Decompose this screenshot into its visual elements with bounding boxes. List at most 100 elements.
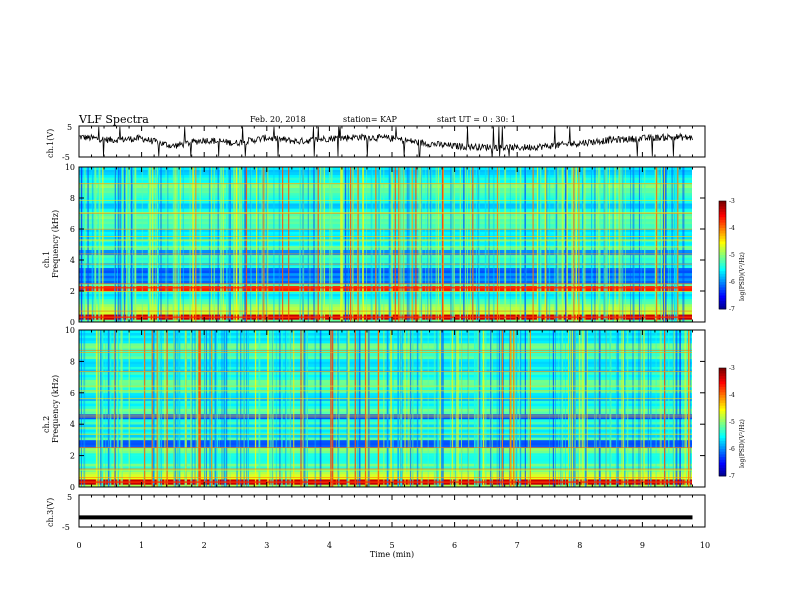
spectrogram-streak [270,330,273,487]
spectrogram-streak [659,330,661,487]
spectrogram-streak [487,167,489,322]
spectrogram-streak [626,330,629,487]
ytick-label: 10 [65,326,75,335]
spectrogram-streak [400,167,402,322]
spectrogram-streak [519,330,522,487]
spectrogram-streak [688,330,691,487]
spectrogram-streak [416,330,419,487]
spectrogram-band [79,303,692,307]
spectrogram-band [79,429,692,433]
spectrogram-streak [630,167,631,322]
spectrogram-band [79,244,692,248]
spectrogram-streak [177,330,179,487]
spectrogram-streak [174,330,177,487]
colorbar-step [719,473,726,477]
spectrogram-streak [220,167,222,322]
spectrogram-streak [617,330,619,487]
spectrogram-streak [604,167,606,322]
colorbar-step [719,295,726,299]
colorbar-step [719,219,726,223]
xtick-label: 0 [76,541,81,550]
spectrogram-streak [515,330,518,487]
spectrogram-streak [609,330,611,487]
spectrogram-streak [582,167,584,322]
spectrogram-band [79,309,692,312]
spectrogram-streak [100,330,102,487]
spectrogram-streak [524,167,526,322]
spectrogram-streak [160,330,163,487]
spectrogram-streak [527,330,530,487]
spectrogram-band [79,387,692,391]
colorbar-step [719,236,726,240]
spectrogram-streak [450,167,452,322]
spectrogram-strong-tone [79,316,692,318]
spectrogram-streak [586,330,588,487]
spectrogram-band [79,291,692,294]
xtick-label: 3 [264,541,269,550]
spectrogram-streak [474,330,476,487]
spectrogram-streak [466,167,468,322]
spectrogram-streak [102,167,104,322]
spectrogram-tone [79,183,692,185]
spectrogram-streak [499,167,500,322]
spectrogram-streak [233,167,234,322]
ytick-label: 4 [70,256,75,265]
colorbar-step [719,373,726,377]
spectrogram-streak [172,167,174,322]
spectrogram-streak [451,330,453,487]
spectrogram-streak [329,167,331,322]
spectrogram-streak [467,330,469,487]
colorbar-tick-label: -3 [729,198,735,205]
spectrogram-streak [117,330,119,487]
spectrogram-streak [655,330,657,487]
spectrogram-tone [79,283,692,285]
spectrogram-streak [378,167,380,322]
spectrogram-streak [273,167,275,322]
spectrogram-streak [179,167,181,322]
xtick-label: 2 [202,541,207,550]
spectrogram-sferic [156,330,158,487]
spectrogram-band [79,418,692,422]
colorbar-step [719,217,726,221]
colorbar-step [719,290,726,294]
spectrogram-tone [79,352,692,353]
spectrogram-band [79,254,692,258]
spectrogram-streak [206,330,207,487]
spectrogram-streak [519,167,522,322]
spectrogram-streak [229,330,231,487]
spectrogram-streak [453,167,455,322]
spectrogram-band [79,249,692,253]
spectrogram-streak [546,167,548,322]
spectrogram-band [79,330,692,333]
spectrogram-streak [302,167,304,322]
spectrogram-tone [79,349,692,351]
spectrogram-streak [228,167,230,322]
spectrogram-band [79,369,692,373]
spectrogram-streak [122,167,124,322]
spectrogram-streak [95,330,98,487]
colorbar-step [719,257,726,261]
spectrogram-streak [410,330,412,487]
spectrogram-band [79,476,692,480]
spectrogram-band [79,174,692,178]
spectrogram-streak [116,330,119,487]
spectrogram-streak [665,167,667,322]
ch2-spectrogram-image [79,330,692,488]
spectrogram-tone [79,253,692,255]
spectrogram-streak [351,167,353,322]
xtick-label: 6 [452,541,457,550]
spectrogram-streak [672,330,674,487]
spectrogram-streak [407,330,409,487]
spectrogram-band [79,236,692,240]
spectrogram-streak [669,167,672,322]
spectrogram-streak [243,330,245,487]
colorbar-step [719,405,726,409]
spectrogram-tone [79,213,692,214]
spectrogram-streak [549,330,550,487]
spectrogram-sferic [375,167,377,322]
xaxis-label: Time (min) [370,550,414,559]
spectrogram-streak [578,330,581,487]
spectrogram-streak [275,330,278,487]
spectrogram-streak [179,330,181,487]
spectrogram-streak [128,330,130,487]
